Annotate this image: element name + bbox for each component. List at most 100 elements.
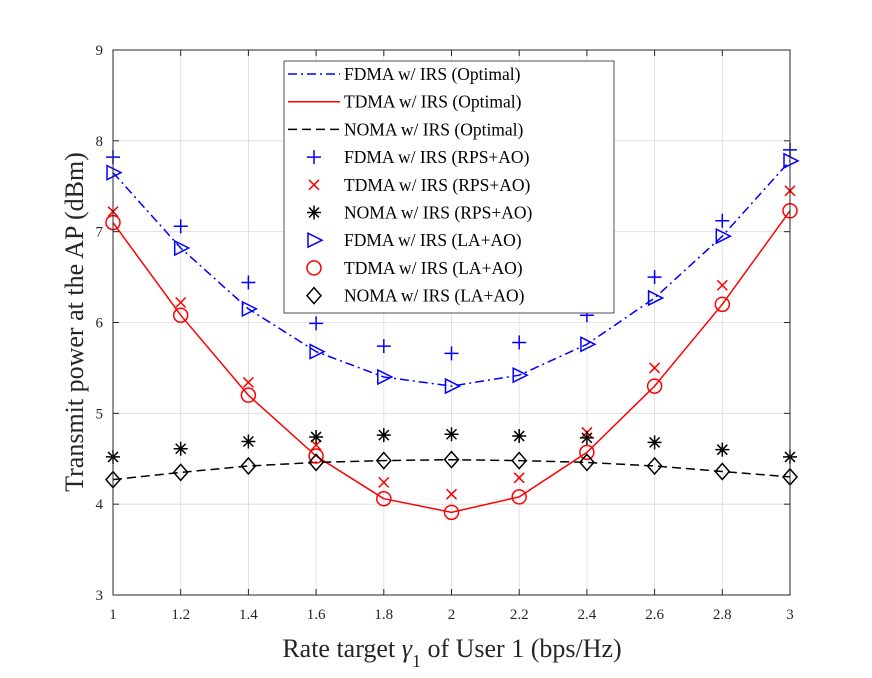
legend-label: NOMA w/ IRS (LA+AO): [344, 286, 525, 306]
data-point: [443, 450, 460, 469]
data-point: [715, 227, 732, 245]
legend-item: NOMA w/ IRS (Optimal): [288, 119, 524, 139]
legend-box: [283, 60, 615, 314]
data-point: [376, 490, 392, 507]
data-point: [240, 387, 257, 403]
y-tick-label: 7: [96, 225, 104, 241]
series-line: [112, 458, 791, 481]
legend-item: TDMA w/ IRS (RPS+AO): [308, 175, 531, 195]
legend-item: FDMA w/ IRS (LA+AO): [307, 230, 522, 250]
legend-item: NOMA w/ IRS (LA+AO): [306, 286, 525, 306]
series-line: [112, 160, 791, 387]
series-6: [106, 152, 800, 395]
y-tick-label: 6: [96, 316, 104, 332]
data-point: [172, 463, 189, 482]
legend-marker: [307, 231, 324, 249]
series-1: [112, 210, 791, 514]
y-tick-label: 9: [96, 43, 104, 59]
data-point: [444, 377, 462, 395]
data-point: [173, 219, 188, 234]
data-point: [378, 476, 390, 488]
y-tick-label: 3: [96, 588, 104, 604]
data-point: [310, 439, 322, 451]
x-tick-label: 1: [109, 607, 117, 623]
y-tick-label: 8: [96, 134, 104, 150]
data-point: [309, 429, 324, 444]
data-point: [578, 453, 595, 472]
ticks: 1 1.2 1.4 1.6 1.8 2 2.2 2.4 2.6 2.8 3 3 4 5 6 7 8 9: [96, 43, 794, 623]
series-2: [112, 458, 791, 481]
legend-label: FDMA w/ IRS (LA+AO): [344, 230, 522, 250]
legend-item: FDMA w/ IRS (RPS+AO): [307, 147, 530, 167]
x-tick-label: 2: [448, 607, 456, 623]
data-point: [309, 343, 326, 360]
legend-marker: [306, 286, 322, 305]
legend-label: NOMA w/ IRS (Optimal): [344, 119, 524, 139]
x-tick-label: 2.6: [645, 607, 664, 623]
data-point: [173, 239, 191, 257]
data-point: [649, 362, 661, 374]
legend-label: TDMA w/ IRS (LA+AO): [344, 258, 523, 278]
data-point: [647, 270, 662, 285]
data-point: [646, 456, 663, 476]
data-point: [579, 430, 594, 445]
series-7: [105, 203, 798, 521]
data-point: [308, 448, 324, 464]
data-point: [513, 472, 525, 484]
data-point: [173, 441, 188, 456]
y-tick-label: 5: [96, 406, 104, 422]
data-point: [714, 296, 731, 313]
legend: FDMA w/ IRS (Optimal) TDMA w/ IRS (Optima…: [283, 60, 615, 314]
data-point: [242, 376, 254, 388]
data-point: [375, 451, 392, 470]
data-point: [715, 442, 730, 457]
x-tick-label: 2.2: [510, 607, 529, 623]
x-tick-label: 1.2: [171, 607, 190, 623]
data-point: [241, 300, 259, 318]
legend-item: TDMA w/ IRS (Optimal): [288, 92, 522, 112]
series-layer: [105, 142, 800, 521]
data-point: [511, 489, 527, 505]
legend-label: NOMA w/ IRS (RPS+AO): [344, 203, 532, 223]
x-tick-label: 2.8: [713, 607, 732, 623]
data-point: [580, 336, 597, 353]
x-tick-label: 1.8: [374, 607, 393, 623]
legend-label: TDMA w/ IRS (RPS+AO): [344, 175, 531, 195]
data-point: [445, 488, 458, 500]
data-point: [444, 427, 459, 442]
data-point: [512, 335, 527, 350]
legend-item: FDMA w/ IRS (Optimal): [288, 64, 521, 84]
data-point: [172, 307, 189, 323]
legend-label: FDMA w/ IRS (Optimal): [344, 64, 521, 84]
legend-label: TDMA w/ IRS (Optimal): [344, 92, 522, 112]
x-axis-label: Rate target γ1 of User 1 (bps/Hz): [282, 634, 621, 671]
data-point: [240, 456, 257, 476]
legend-label: FDMA w/ IRS (RPS+AO): [344, 147, 530, 167]
data-point: [647, 289, 665, 307]
y-tick-label: 4: [96, 497, 104, 513]
legend-marker: [307, 205, 321, 220]
data-point: [443, 504, 460, 521]
data-point: [511, 451, 528, 470]
data-point: [175, 296, 187, 309]
series-0: [112, 160, 791, 387]
data-point: [647, 435, 662, 450]
data-point: [512, 366, 529, 384]
data-point: [783, 152, 800, 170]
data-point: [579, 444, 595, 461]
legend-item: TDMA w/ IRS (LA+AO): [306, 258, 523, 278]
data-point: [512, 429, 527, 444]
series-line: [112, 210, 791, 514]
x-tick-label: 1.6: [307, 607, 326, 623]
data-point: [716, 279, 728, 291]
data-point: [444, 346, 459, 361]
legend-item: NOMA w/ IRS (RPS+AO): [307, 203, 532, 223]
data-point: [106, 164, 123, 181]
data-point: [241, 434, 256, 449]
data-point: [241, 275, 256, 290]
data-point: [646, 378, 663, 394]
data-point: [714, 462, 731, 481]
x-tick-label: 3: [786, 607, 794, 623]
data-point: [376, 339, 391, 354]
